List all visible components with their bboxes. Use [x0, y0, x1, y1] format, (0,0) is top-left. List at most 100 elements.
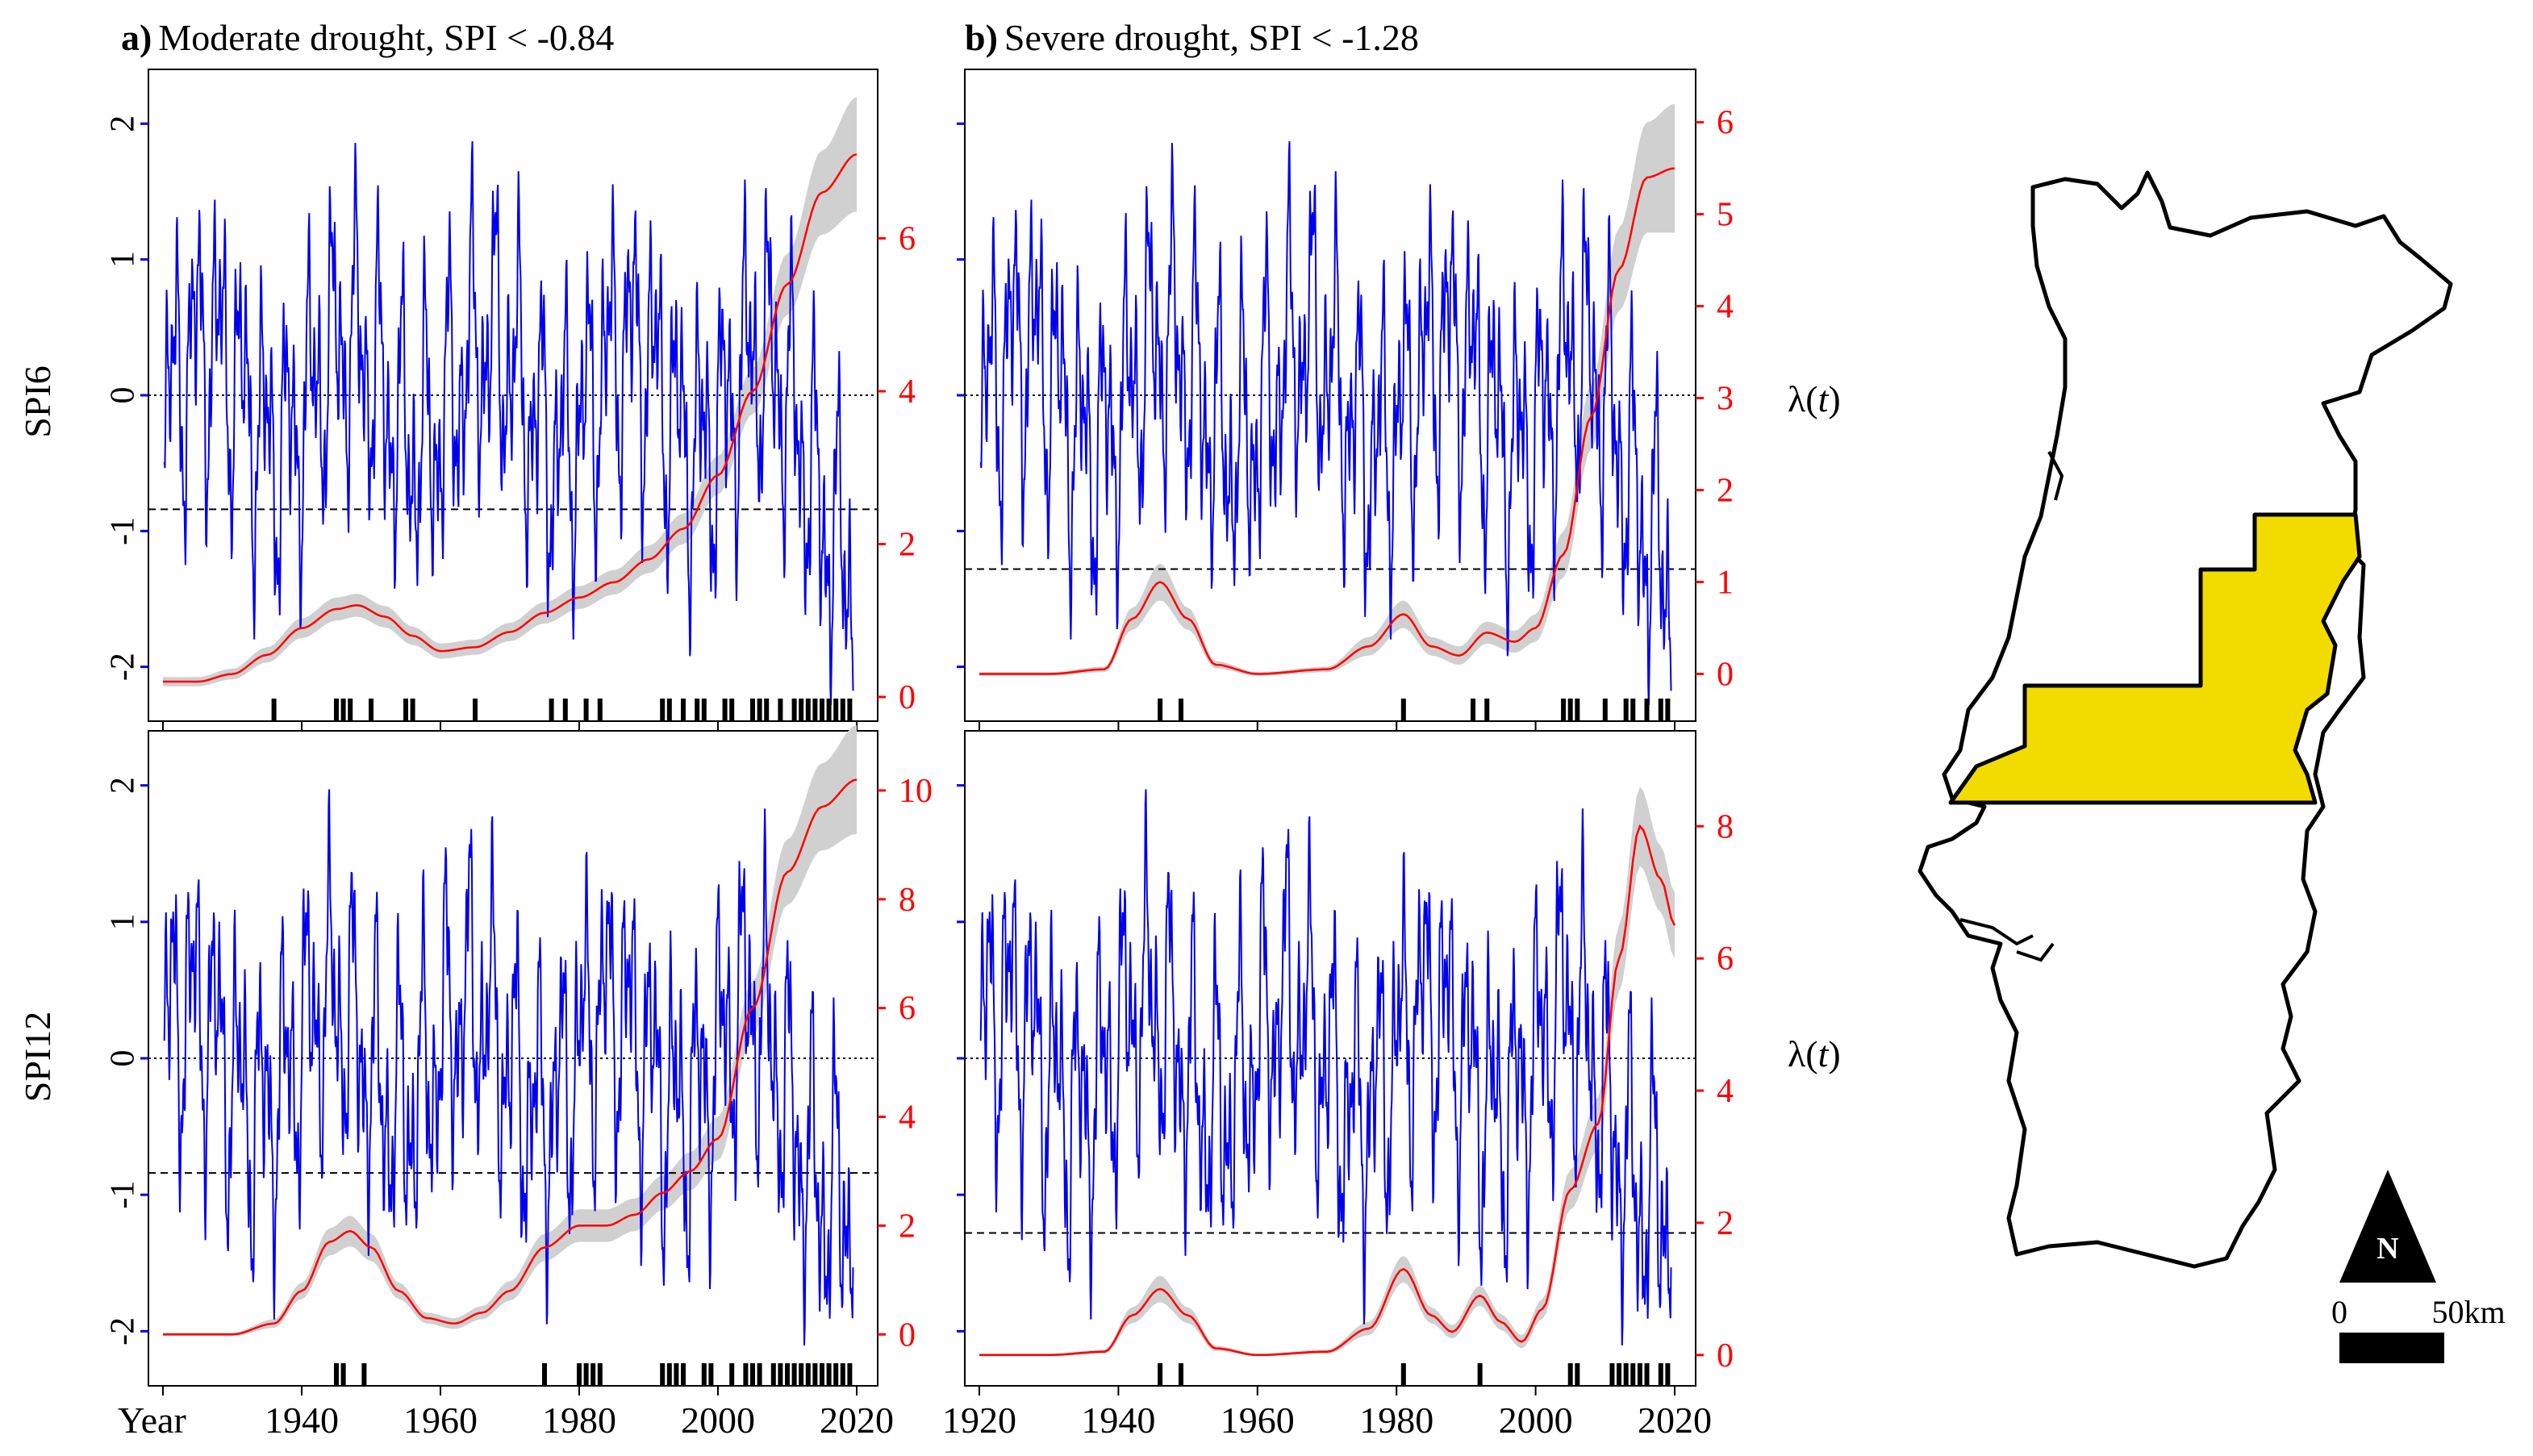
drought-event-mark — [1178, 1363, 1183, 1386]
drought-event-mark — [271, 699, 277, 721]
right-axis-tick-label: 6 — [1717, 941, 1734, 978]
drought-event-mark — [340, 699, 346, 721]
x-tick-label: 2020 — [1638, 1400, 1712, 1441]
drought-event-mark — [1630, 1363, 1636, 1386]
drought-event-mark — [583, 1363, 589, 1386]
drought-event-mark — [812, 699, 818, 721]
drought-event-mark — [542, 1363, 547, 1386]
drought-event-mark — [695, 699, 700, 721]
drought-event-mark — [348, 699, 353, 721]
chart-panel-spi12-moderate: -2 -1 0 1 2 0 2 4 6 8 10 — [105, 725, 933, 1396]
drought-event-mark — [847, 699, 853, 721]
drought-event-mark — [770, 1363, 776, 1386]
drought-event-mark — [549, 699, 554, 721]
left-axis-tick-label: 1 — [105, 913, 142, 930]
drought-event-mark — [660, 1363, 666, 1386]
right-axis-tick-label: 4 — [1717, 1073, 1734, 1110]
drought-event-mark — [666, 699, 672, 721]
drought-event-mark — [660, 699, 666, 721]
drought-event-mark — [1158, 699, 1163, 721]
lambda-label-bottom: λ(t) — [1788, 1033, 1841, 1074]
drought-event-mark — [729, 1363, 735, 1386]
drought-event-mark — [666, 1363, 672, 1386]
lambda-label-top: λ(t) — [1788, 378, 1841, 419]
drought-event-mark — [1158, 1363, 1163, 1386]
spi-series-line — [979, 141, 1672, 706]
lambda-ci-band — [979, 786, 1675, 1357]
left-axis-tick-label: 2 — [105, 115, 142, 132]
left-axis-tick-label: 0 — [105, 1050, 142, 1067]
ylabel-spi6: SPI6 — [17, 365, 58, 437]
drought-event-mark — [590, 1363, 596, 1386]
drought-event-mark — [757, 699, 762, 721]
drought-event-mark — [799, 1363, 804, 1386]
drought-event-mark — [1609, 1363, 1615, 1386]
right-axis-tick-label: 2 — [899, 527, 916, 564]
right-axis-tick-label: 8 — [1717, 808, 1734, 845]
drought-event-mark — [791, 1363, 797, 1386]
chart-panel-spi6-moderate: -2 -1 0 1 2 0 2 4 6 — [105, 69, 916, 731]
drought-event-mark — [785, 1363, 790, 1386]
estuary-mark — [2047, 451, 2064, 501]
drought-event-mark — [701, 1363, 707, 1386]
north-arrow-icon — [2339, 1170, 2436, 1283]
drought-event-mark — [708, 1363, 714, 1386]
drought-event-mark — [334, 699, 339, 721]
lambda-intensity-curve — [979, 167, 1675, 675]
drought-event-mark — [1484, 699, 1490, 721]
drought-event-mark — [674, 1363, 679, 1386]
left-axis-tick-label: -2 — [105, 1317, 142, 1345]
drought-event-mark — [750, 699, 755, 721]
drought-event-mark — [1658, 699, 1663, 721]
drought-event-mark — [1575, 699, 1580, 721]
drought-event-mark — [1575, 1363, 1580, 1386]
drought-event-mark — [1644, 1363, 1650, 1386]
spi-series-line — [979, 789, 1672, 1346]
drought-event-mark — [369, 699, 373, 721]
drought-event-mark — [757, 1363, 762, 1386]
portugal-map: N 0 50km — [1917, 170, 2506, 1363]
x-tick-label: 1920 — [942, 1400, 1016, 1441]
right-axis-tick-label: 2 — [1717, 473, 1734, 510]
estuary-mark — [1959, 918, 2034, 946]
lambda-ci-band — [163, 97, 857, 686]
left-axis-tick-label: -1 — [105, 517, 142, 545]
drought-event-mark — [1400, 699, 1406, 721]
year-label: Year — [118, 1400, 186, 1441]
drought-event-mark — [805, 699, 811, 721]
ylabel-spi12: SPI12 — [17, 1012, 58, 1102]
drought-event-mark — [1567, 1363, 1573, 1386]
drought-event-mark — [1630, 699, 1636, 721]
drought-event-mark — [577, 1363, 582, 1386]
left-axis-tick-label: -1 — [105, 1181, 142, 1209]
north-label: N — [2377, 1232, 2398, 1266]
lambda-intensity-curve — [163, 153, 858, 683]
drought-event-mark — [1665, 699, 1671, 721]
right-axis-tick-label: 0 — [899, 679, 916, 716]
drought-event-mark — [722, 699, 728, 721]
lambda-intensity-curve — [163, 778, 858, 1336]
right-axis-tick-label: 2 — [899, 1208, 916, 1245]
drought-event-mark — [805, 1363, 811, 1386]
x-axis-ticks-right: 1920 1940 1960 1980 2000 2020 — [942, 1400, 1712, 1441]
x-tick-label: 1980 — [1359, 1400, 1433, 1441]
right-axis-tick-label: 4 — [899, 1099, 916, 1137]
drought-event-mark — [1471, 699, 1476, 721]
chart-panel-spi12-severe: 0 2 4 6 8 — [957, 730, 1734, 1396]
scale-distance-label: 50km — [2431, 1294, 2505, 1330]
drought-event-mark — [681, 1363, 686, 1386]
drought-event-mark — [701, 699, 707, 721]
drought-event-mark — [403, 699, 408, 721]
drought-event-mark — [562, 699, 568, 721]
left-axis-tick-label: 2 — [105, 777, 142, 794]
x-tick-label: 1960 — [403, 1400, 478, 1441]
drought-event-mark — [1665, 1363, 1671, 1386]
lambda-intensity-curve — [979, 824, 1676, 1357]
drought-event-mark — [410, 699, 415, 721]
drought-event-mark — [1602, 699, 1608, 721]
right-axis-tick-label: 4 — [1717, 289, 1734, 326]
x-tick-label: 2000 — [1499, 1400, 1573, 1441]
highlighted-region — [1948, 512, 2362, 805]
drought-event-mark — [1623, 699, 1629, 721]
